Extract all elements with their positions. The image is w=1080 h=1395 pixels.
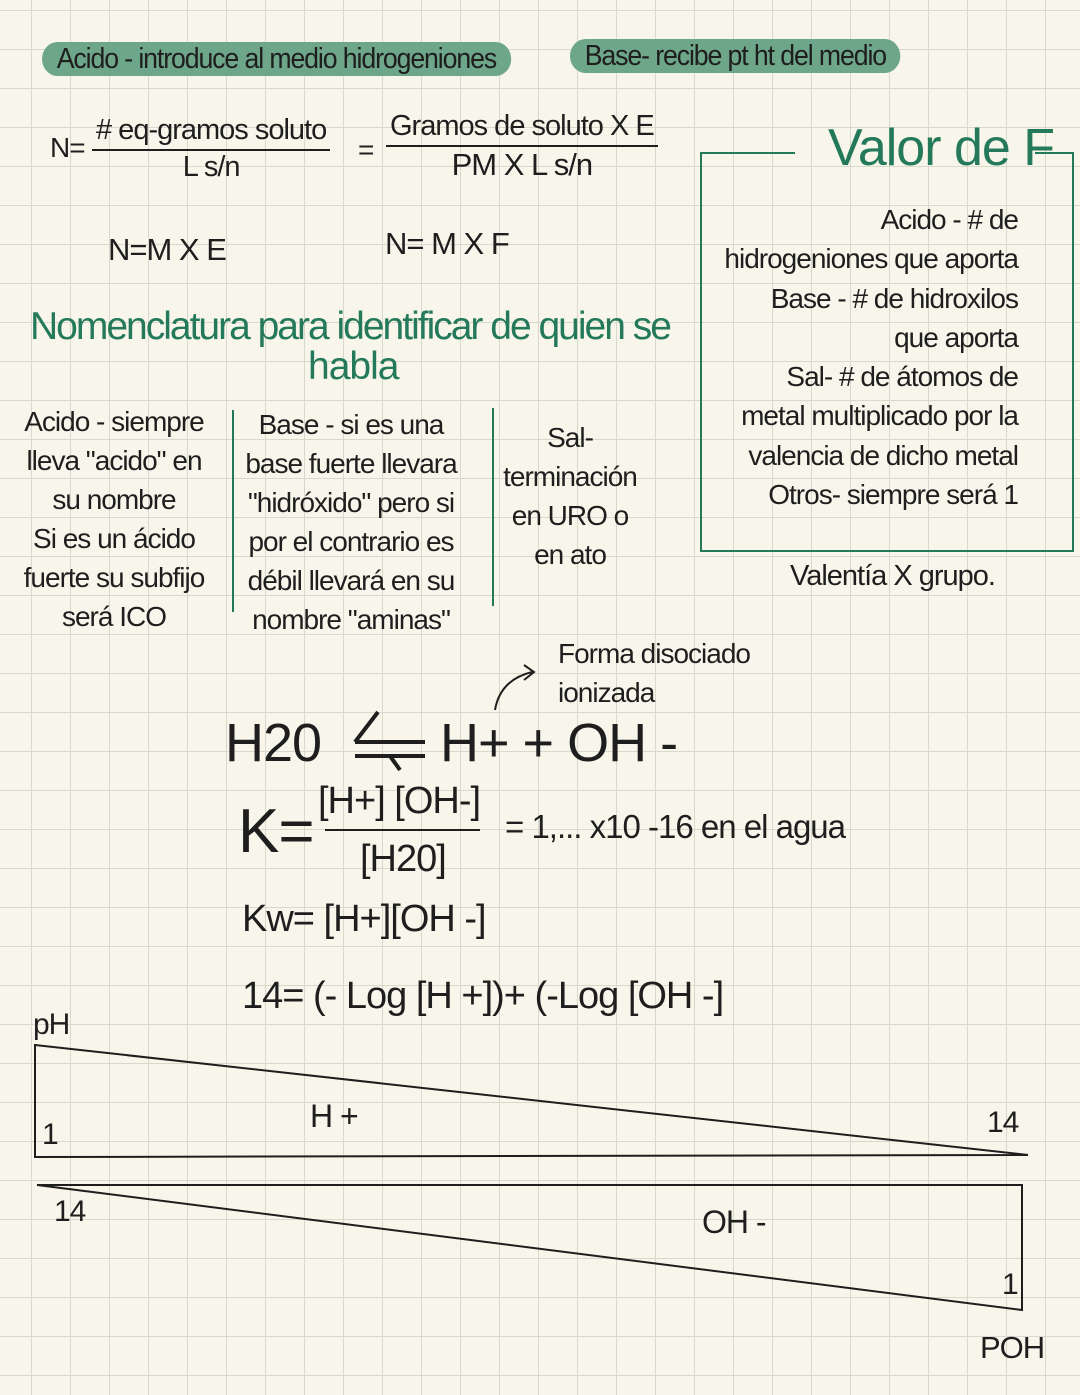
poh-label: POH	[980, 1330, 1045, 1365]
base-definition-pill: Base- recibe pt ht del medio	[570, 39, 901, 73]
text-line: Acido - # de	[880, 204, 1019, 235]
k-value: = 1,... x10 -16 en el agua	[505, 808, 846, 845]
text-line: "hidróxido" pero si	[247, 487, 455, 518]
text-line: nombre "aminas"	[252, 604, 451, 635]
ph-ion-label: H +	[310, 1098, 359, 1134]
text-line: terminación	[503, 461, 638, 492]
fraction-denominator: L s/n	[182, 151, 241, 183]
annotation-ionized: ionizada	[558, 677, 655, 708]
text-line: hidrogeniones que aporta	[724, 243, 1019, 275]
curved-arrow-icon	[494, 671, 533, 711]
divider	[232, 410, 234, 612]
text-line: su nombre	[52, 484, 176, 515]
reactant-h2o: H20	[225, 713, 322, 773]
poh-scale-triangle	[36, 1184, 1023, 1312]
text-line: valencia de dicho metal	[748, 439, 1019, 471]
nomenclatura-title-cont: habla	[308, 345, 399, 388]
text-line: será ICO	[61, 601, 167, 632]
k-numerator: [H+] [OH-]	[318, 780, 481, 822]
base-column: Base - si es una base fuerte llevara "hi…	[240, 405, 462, 639]
k-label: K=	[238, 797, 315, 866]
formula-n-mxe: N=M X E	[108, 232, 227, 267]
formula-n-mxf: N= M X F	[385, 226, 510, 261]
divider	[1035, 152, 1072, 154]
text-line: por el contrario es	[248, 526, 454, 557]
fraction-eq-grams: # eq-gramos soluto L s/n	[92, 114, 331, 184]
valor-f-box	[700, 152, 1074, 552]
text-line: fuerte su subfijo	[23, 562, 206, 593]
divider	[700, 152, 795, 154]
products: H+ + OH -	[440, 713, 678, 773]
text-line: en URO o	[511, 500, 630, 531]
fraction-denominator: PM X L s/n	[451, 147, 593, 182]
ph-scale-triangle	[34, 1043, 1029, 1159]
text-line: Si es un ácido	[33, 523, 196, 554]
ph-label: pH	[33, 1008, 70, 1041]
equilibrium-arrows-icon	[353, 710, 425, 772]
poh-ion-label: OH -	[702, 1204, 767, 1240]
valor-f-title: Valor de F	[828, 119, 1055, 177]
text-line: débil llevará en su	[247, 565, 456, 596]
text-line: base fuerte llevara	[245, 448, 457, 479]
poh-left-value: 14	[54, 1195, 86, 1228]
ph-low-value: 1	[42, 1118, 59, 1151]
arrowhead	[523, 664, 536, 681]
text-line: lleva "acido" en	[26, 445, 202, 476]
k-denominator: [H20]	[360, 838, 447, 880]
divider	[492, 408, 494, 606]
text-line: que aporta	[894, 321, 1019, 353]
equals-sign: =	[358, 134, 374, 165]
valor-f-text: Acido - # de hidrogeniones que aporta Ba…	[724, 200, 1019, 514]
text-line: metal multiplicado por la	[741, 400, 1019, 432]
text-line: Otros- siempre será 1	[768, 479, 1019, 511]
salt-column: Sal- terminación en URO o en ato	[500, 418, 640, 574]
text-line: en ato	[534, 539, 607, 570]
text-line: Base - si es una	[258, 409, 445, 440]
fraction-numerator: Gramos de soluto X E	[386, 110, 658, 147]
acid-column: Acido - siempre lleva "acido" en su nomb…	[14, 402, 214, 636]
fraction-numerator: # eq-gramos soluto	[92, 114, 331, 151]
text-line: Sal-	[547, 422, 594, 453]
poh-right-value: 1	[1002, 1268, 1019, 1301]
annotation-dissociated: Forma disociado	[558, 638, 751, 669]
valor-f-footer: Valentía X grupo.	[790, 560, 996, 592]
fraction-grams: Gramos de soluto X E PM X L s/n	[386, 110, 658, 183]
acid-definition-pill: Acido - introduce al medio hidrogeniones	[42, 42, 511, 76]
text-line: Sal- # de átomos de	[786, 361, 1019, 393]
n-prefix: N=	[50, 132, 86, 163]
kw-equation: Kw= [H+][OH -]	[242, 898, 487, 940]
ph-high-value: 14	[987, 1106, 1019, 1139]
nomenclatura-title: Nomenclatura para identificar de quien s…	[30, 305, 672, 348]
text-line: Base - # de hidroxilos	[770, 282, 1019, 314]
log-equation: 14= (- Log [H +])+ (-Log [OH -]	[242, 975, 724, 1017]
text-line: Acido - siempre	[24, 406, 205, 437]
